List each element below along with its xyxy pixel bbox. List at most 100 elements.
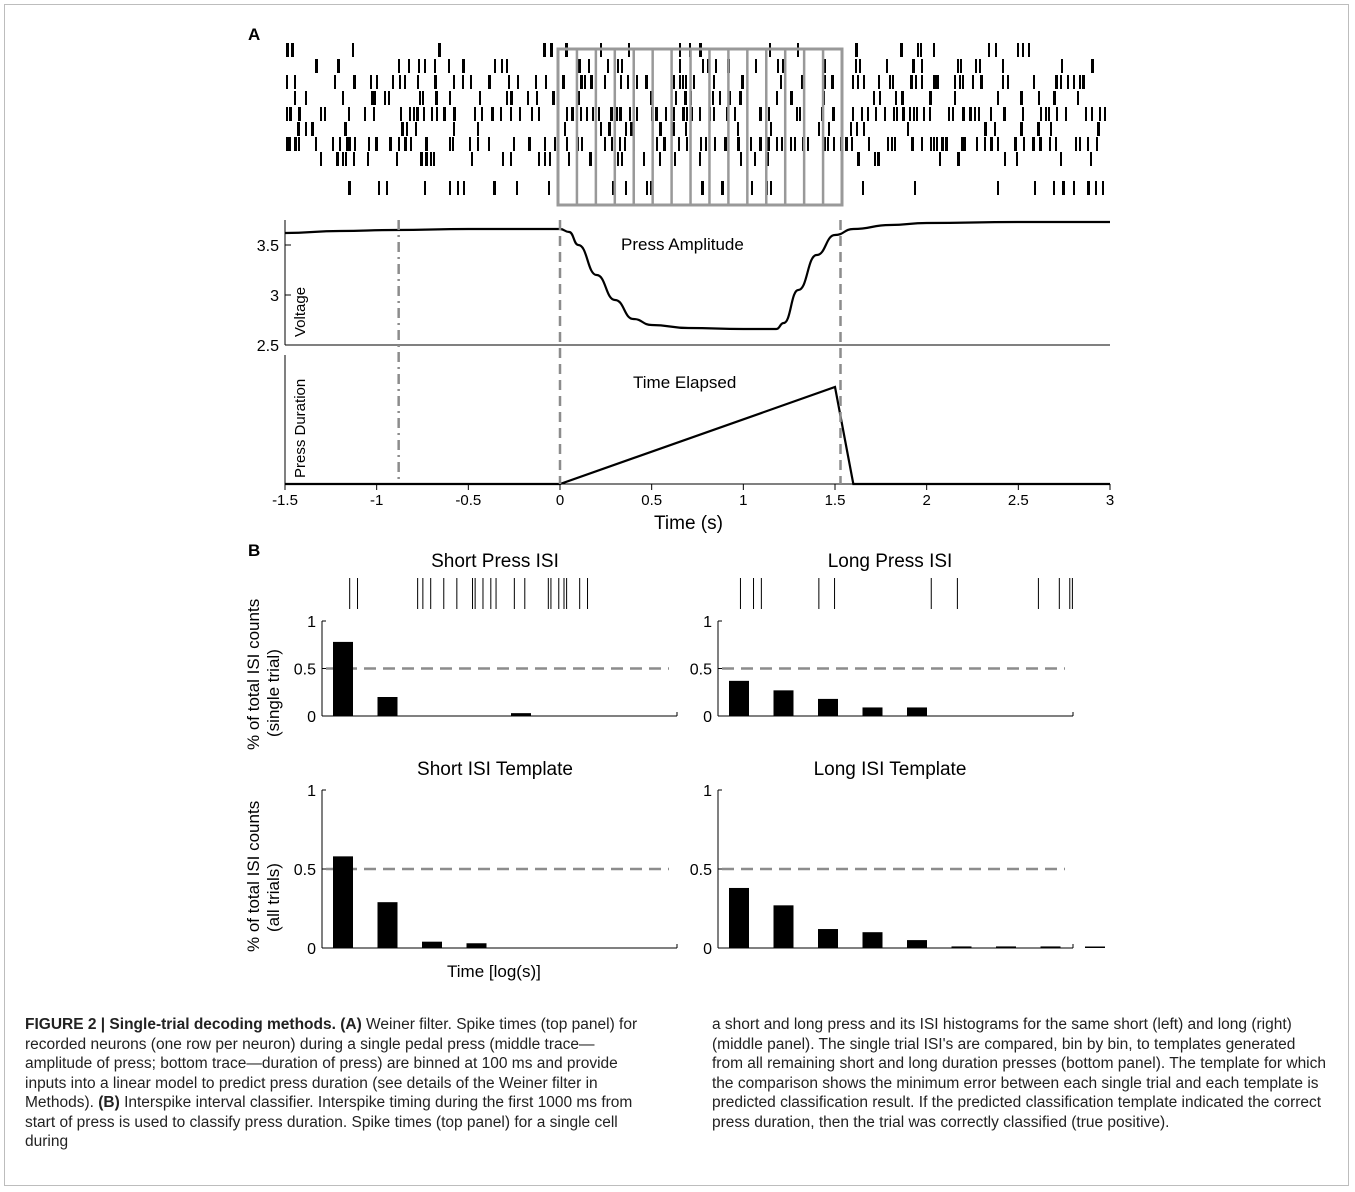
spike-tick: [972, 75, 974, 89]
spike-tick: [1045, 107, 1047, 121]
spike-tick: [1079, 137, 1081, 151]
spike-tick: [997, 181, 999, 195]
isi-bar: [862, 932, 883, 948]
spike-tick: [916, 107, 918, 121]
spike-tick: [462, 59, 465, 73]
spike-tick: [413, 107, 415, 121]
spike-tick: [990, 107, 992, 121]
figure-canvas: A B 2.5 3 3.5 Press Amplitude Voltage Time…: [244, 25, 1114, 981]
spike-tick: [410, 137, 412, 151]
spike-tick: [713, 75, 715, 89]
isi-bar: [1085, 946, 1105, 948]
spike-tick: [912, 59, 915, 73]
spike-tick: [564, 122, 566, 136]
spike-tick: [679, 59, 681, 73]
isi-ylabel-bottom-2: (all trials): [264, 863, 283, 932]
spike-tick: [1060, 152, 1062, 166]
spike-tick: [796, 107, 798, 121]
spike-tick: [336, 152, 339, 166]
spike-tick: [751, 181, 753, 195]
spike-tick: [702, 59, 704, 73]
spike-tick: [893, 107, 895, 121]
spike-tick: [915, 75, 917, 89]
spike-tick: [513, 137, 515, 151]
spike-tick: [799, 107, 801, 121]
isi-panel-title: Long Press ISI: [828, 551, 953, 572]
spike-tick: [705, 137, 707, 151]
spike-tick: [506, 59, 508, 73]
spike-tick: [879, 91, 881, 105]
spike-tick: [655, 107, 658, 121]
spike-tick: [679, 75, 681, 89]
spike-tick: [425, 152, 428, 166]
spike-tick: [419, 91, 421, 105]
spike-tick: [375, 137, 378, 151]
spike-tick: [438, 43, 441, 57]
spike-tick: [418, 59, 420, 73]
spike-tick: [831, 75, 834, 89]
spike-tick: [868, 137, 870, 151]
isi-bar: [729, 887, 749, 948]
spike-tick: [685, 75, 687, 89]
spike-tick: [855, 43, 858, 57]
spike-tick: [610, 107, 613, 121]
spike-tick: [685, 122, 687, 136]
spike-tick: [389, 137, 392, 151]
spike-tick: [324, 107, 326, 121]
spike-tick: [415, 122, 417, 136]
spike-tick: [776, 91, 778, 105]
voltage-axes: 2.5 3 3.5: [257, 220, 1110, 355]
spike-tick: [1082, 75, 1085, 89]
spike-tick: [586, 107, 588, 121]
spike-tick: [1104, 107, 1106, 121]
spike-tick: [1003, 107, 1006, 121]
spike-tick: [855, 59, 857, 73]
spike-tick: [832, 107, 835, 121]
time-xlabel: Time (s): [654, 513, 723, 534]
spike-tick: [305, 91, 307, 105]
spike-tick: [911, 137, 914, 151]
spike-tick: [1099, 107, 1101, 121]
duration-ylabel: Press Duration: [292, 379, 309, 478]
spike-tick: [997, 91, 999, 105]
spike-tick: [297, 122, 300, 136]
spike-tick: [469, 137, 471, 151]
spike-tick: [673, 107, 675, 121]
spike-tick: [311, 122, 314, 136]
spike-tick: [510, 107, 512, 121]
spike-tick: [493, 181, 496, 195]
spike-tick: [875, 107, 877, 121]
isi-panel-title: Long ISI Template: [814, 759, 967, 780]
spike-tick: [589, 152, 592, 166]
spike-tick: [1065, 107, 1067, 121]
caption-left-part2: Interspike interval classifier. Interspi…: [25, 1094, 633, 1150]
spike-tick: [913, 107, 915, 121]
spike-tick: [750, 137, 752, 151]
spike-tick: [608, 122, 611, 136]
spike-tick: [346, 137, 349, 151]
spike-tick: [794, 137, 796, 151]
spike-tick: [1037, 122, 1040, 136]
voltage-ytick-label: 3: [270, 288, 279, 305]
isi-bar: [729, 680, 749, 716]
isi-bar: [996, 946, 1016, 948]
spike-tick: [878, 75, 880, 89]
spike-tick: [404, 75, 406, 89]
spike-tick: [408, 59, 410, 73]
isi-ytick-label: 0.5: [294, 862, 316, 879]
spike-tick: [790, 137, 792, 151]
spike-tick: [1017, 43, 1019, 57]
spike-tick: [1056, 107, 1058, 121]
spike-tick: [976, 137, 978, 151]
spike-tick: [342, 152, 344, 166]
spike-tick: [1102, 181, 1104, 195]
panel-b-label: B: [248, 541, 260, 560]
spike-tick: [453, 75, 455, 89]
spike-tick: [417, 75, 419, 89]
isi-bar: [951, 946, 972, 948]
spike-tick: [519, 107, 521, 121]
spike-tick: [636, 107, 638, 121]
spike-tick: [470, 75, 472, 89]
figure-frame: [4, 4, 1349, 1186]
spike-tick: [590, 75, 593, 89]
